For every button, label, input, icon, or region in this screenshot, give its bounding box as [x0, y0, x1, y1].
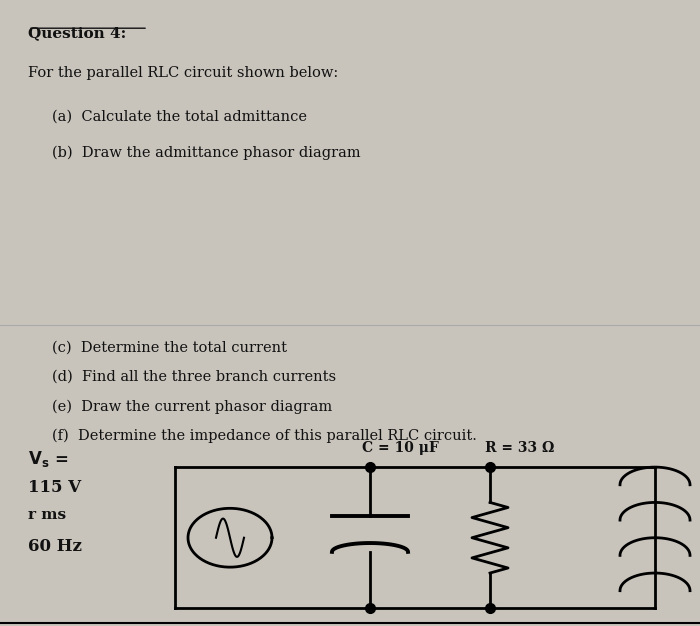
Text: 60 Hz: 60 Hz — [28, 538, 82, 555]
Text: Question 4:: Question 4: — [28, 26, 126, 41]
Text: For the parallel RLC circuit shown below:: For the parallel RLC circuit shown below… — [28, 66, 338, 80]
Text: (a)  Calculate the total admittance: (a) Calculate the total admittance — [52, 110, 307, 123]
Text: (f)  Determine the impedance of this parallel RLC circuit.: (f) Determine the impedance of this para… — [52, 429, 477, 443]
Text: $\mathbf{V_s}$ =: $\mathbf{V_s}$ = — [28, 449, 69, 470]
Text: 115 V: 115 V — [28, 479, 81, 496]
Text: C = 10 μF: C = 10 μF — [362, 441, 439, 455]
Text: (d)  Find all the three branch currents: (d) Find all the three branch currents — [52, 370, 336, 384]
Text: R = 33 Ω: R = 33 Ω — [485, 441, 554, 455]
Text: (e)  Draw the current phasor diagram: (e) Draw the current phasor diagram — [52, 399, 332, 414]
Text: (b)  Draw the admittance phasor diagram: (b) Draw the admittance phasor diagram — [52, 146, 360, 160]
Text: (c)  Determine the total current: (c) Determine the total current — [52, 341, 287, 354]
Text: r ms: r ms — [28, 508, 66, 522]
